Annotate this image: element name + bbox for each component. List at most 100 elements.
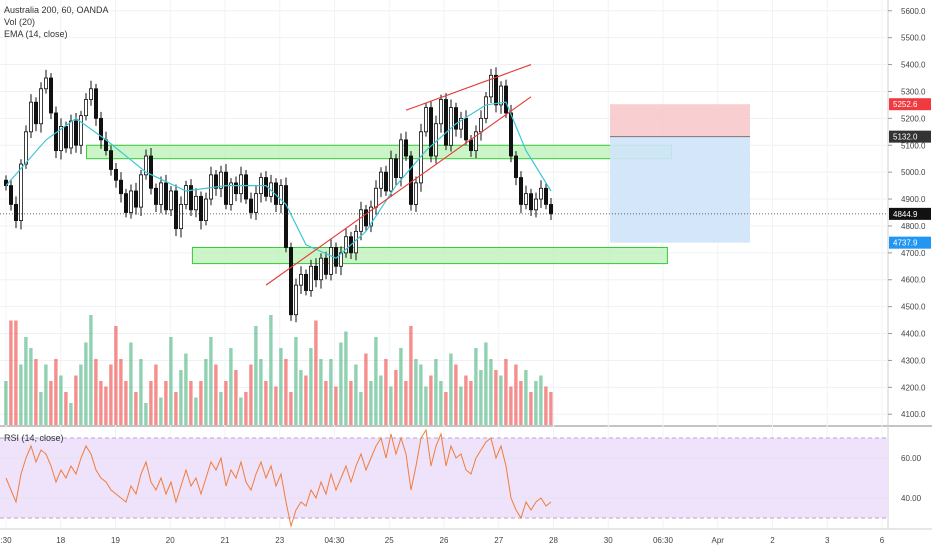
volume-bar [499,375,503,425]
ema-indicator-label[interactable]: EMA (14, close) [4,29,68,39]
price-tag [889,207,931,220]
rsi-path [5,428,552,528]
volume-bar [524,370,528,425]
volume-bar [279,348,283,425]
volume-bar [154,364,158,425]
volume-bar [69,403,73,425]
volume-bar [169,337,173,425]
volume-bar [534,381,538,425]
price-tick-label: 5200.0 [901,114,926,123]
candle-body [228,182,233,205]
volume-bar [359,392,363,425]
candle-body [338,252,343,267]
price-tag [889,236,931,249]
price-tick-label: 5500.0 [901,34,926,43]
candle-body [343,236,348,254]
volume-bar [164,381,168,425]
volume-bar [489,359,493,425]
volume-bar [209,337,213,425]
candle-body [328,247,333,275]
candle-body [193,195,198,211]
price-zone [86,144,673,160]
short-position-tool[interactable] [610,104,750,243]
symbol-title[interactable]: Australia 200, 60, OANDA [4,5,109,15]
candle-body [443,99,448,146]
volume-indicator-label[interactable]: Vol (20) [4,17,36,27]
candle-body [148,155,153,189]
volume-bar [294,337,298,425]
candle-body [393,158,398,178]
volume-bar [324,381,328,425]
candle-body [23,131,28,165]
candle-body [133,190,138,208]
chart-legend: Australia 200, 60, OANDA Vol (20) EMA (1… [4,4,109,40]
candle-body [398,139,403,178]
candle-body [493,74,498,106]
candle-body [39,88,44,125]
volume-bar [484,342,488,425]
volume-bar [114,326,118,425]
price-tick-label: 4200.0 [901,383,926,392]
volume-bar [44,364,48,425]
volume-bar [409,326,413,425]
time-axis[interactable]: :30 18 19 20 21 23 04:30 25 26 27 28 30 06:30 Apr 2 3 6 [0,536,884,545]
volume-bar [474,348,478,425]
price-tick-label: 4300.0 [901,356,926,365]
candle-body [44,77,49,90]
candle-body [218,171,223,189]
price-tick-label: 5400.0 [901,61,926,70]
candle-body [313,265,318,281]
candle-body [28,101,33,133]
price-axis[interactable]: 5600.0 5500.0 5400.0 5300.0 5200.0 5100.0 5000… [888,7,931,503]
volume-bar [14,320,18,425]
candle-body [458,117,463,130]
candle-body [13,204,18,221]
candle-body [488,74,493,98]
time-tick-label: 06:30 [653,536,674,545]
volume-bar [144,403,148,425]
volume-bar [274,386,278,425]
candle-body [183,185,188,205]
candle-body [84,99,89,117]
volume-bar [304,375,308,425]
volume-bar [369,381,373,425]
volume-bar [64,392,68,425]
time-tick-label: :30 [0,536,12,545]
volume-bar [104,386,108,425]
volume-bar [469,381,473,425]
candle-body [168,190,173,211]
stop-loss-area [610,104,750,137]
candle-body [508,112,513,157]
candle-body [453,107,458,130]
candle-body [288,247,293,316]
price-tag-label: 5132.0 [893,133,918,142]
candle-body [49,77,54,114]
ema-path [5,101,552,259]
volume-bar [399,348,403,425]
candle-body [188,185,193,211]
volume-bar [284,359,288,425]
price-tick-label: 4600.0 [901,276,926,285]
price-zone [191,246,668,265]
volume-bar [354,364,358,425]
rsi-indicator-label[interactable]: RSI (14, close) [4,433,64,443]
candle-body [248,198,253,213]
candle-body [438,99,443,125]
candle-body [69,120,74,149]
candle-body [519,177,524,205]
price-tag [889,130,931,143]
candle-body [373,187,378,208]
volume-bar [514,364,518,425]
volume-bar [394,370,398,425]
volume-bar [419,364,423,425]
candle-body [223,171,228,205]
volume-bar [204,359,208,425]
candle-body [233,182,238,195]
volume-bar [424,386,428,425]
volume-bar [539,375,543,425]
trendlines[interactable] [0,64,888,286]
candle-body [94,88,99,119]
volume-bar [434,359,438,425]
